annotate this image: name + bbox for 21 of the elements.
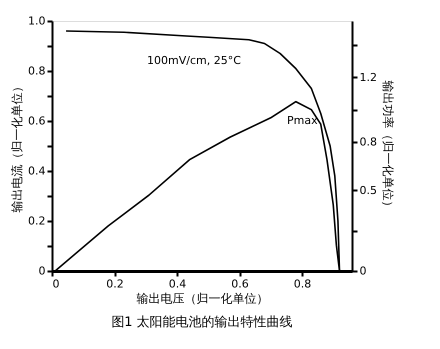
x-tick-label: 0.4 — [168, 278, 186, 290]
x-tick-label: 0.2 — [106, 278, 124, 290]
y-tick-label: 0.2 — [28, 214, 46, 228]
y-axis-title: 输出电流（归一化单位） — [10, 80, 24, 212]
y2-tick-label: 0 — [360, 264, 366, 278]
y2-axis-title: 输出功率（归一化单位） — [380, 80, 395, 212]
annotation: Pmax — [287, 114, 318, 127]
y-tick-label: 0.6 — [28, 114, 46, 128]
x-tick-label: 0.8 — [294, 278, 312, 290]
y-tick-label: 0 — [38, 264, 46, 278]
x-axis-title: 输出电压（归一化单位） — [136, 292, 268, 306]
y-tick-label: 1.0 — [28, 14, 46, 28]
y2-tick-label: 0.8 — [360, 135, 377, 148]
y2-tick-label: 1.2 — [360, 70, 377, 84]
annotation: 100mV/cm, 25°C — [147, 54, 242, 67]
text: 图1 太阳能电池的输出特性曲线 — [111, 315, 293, 330]
y-tick-label: 0.4 — [28, 164, 46, 178]
y-tick-label: 0.8 — [28, 64, 46, 78]
x-tick-label: 0 — [52, 278, 60, 290]
y2-tick-label: 0.5 — [360, 184, 377, 197]
x-tick-label: 0.6 — [231, 278, 249, 290]
